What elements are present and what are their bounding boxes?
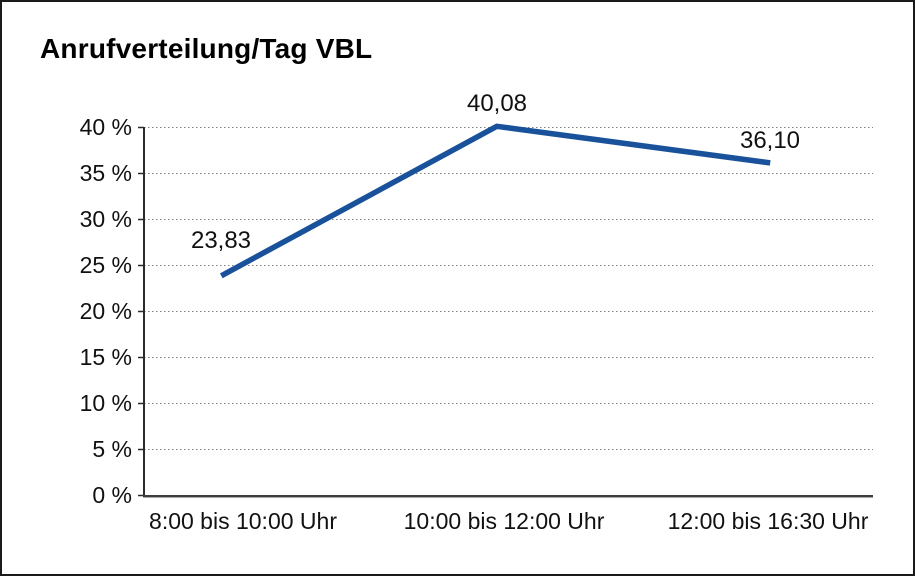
data-point-label: 40,08: [466, 90, 528, 117]
y-axis-tick-label: 30 %: [79, 206, 132, 232]
y-axis-tick-label: 20 %: [79, 298, 132, 324]
x-axis-tick-label: 12:00 bis 16:30 Uhr: [667, 508, 869, 534]
series-line: [219, 123, 771, 279]
y-axis-tick-label: 5 %: [92, 436, 132, 462]
data-point-label: 36,10: [739, 127, 801, 154]
y-axis-tick-label: 15 %: [79, 344, 132, 370]
chart-title: Anrufverteilung/Tag VBL: [40, 33, 373, 64]
y-axis-tick-label: 25 %: [79, 252, 132, 278]
y-axis-tick-label: 10 %: [79, 390, 132, 416]
y-axis-tick-label: 35 %: [79, 160, 132, 186]
data-point-label: 23,83: [190, 227, 252, 254]
x-axis-tick-label: 10:00 bis 12:00 Uhr: [403, 508, 605, 534]
x-axis-tick-label: 8:00 bis 10:00 Uhr: [149, 508, 337, 534]
y-axis-tick-label: 40 %: [79, 114, 132, 140]
y-axis-tick-label: 0 %: [92, 482, 132, 508]
